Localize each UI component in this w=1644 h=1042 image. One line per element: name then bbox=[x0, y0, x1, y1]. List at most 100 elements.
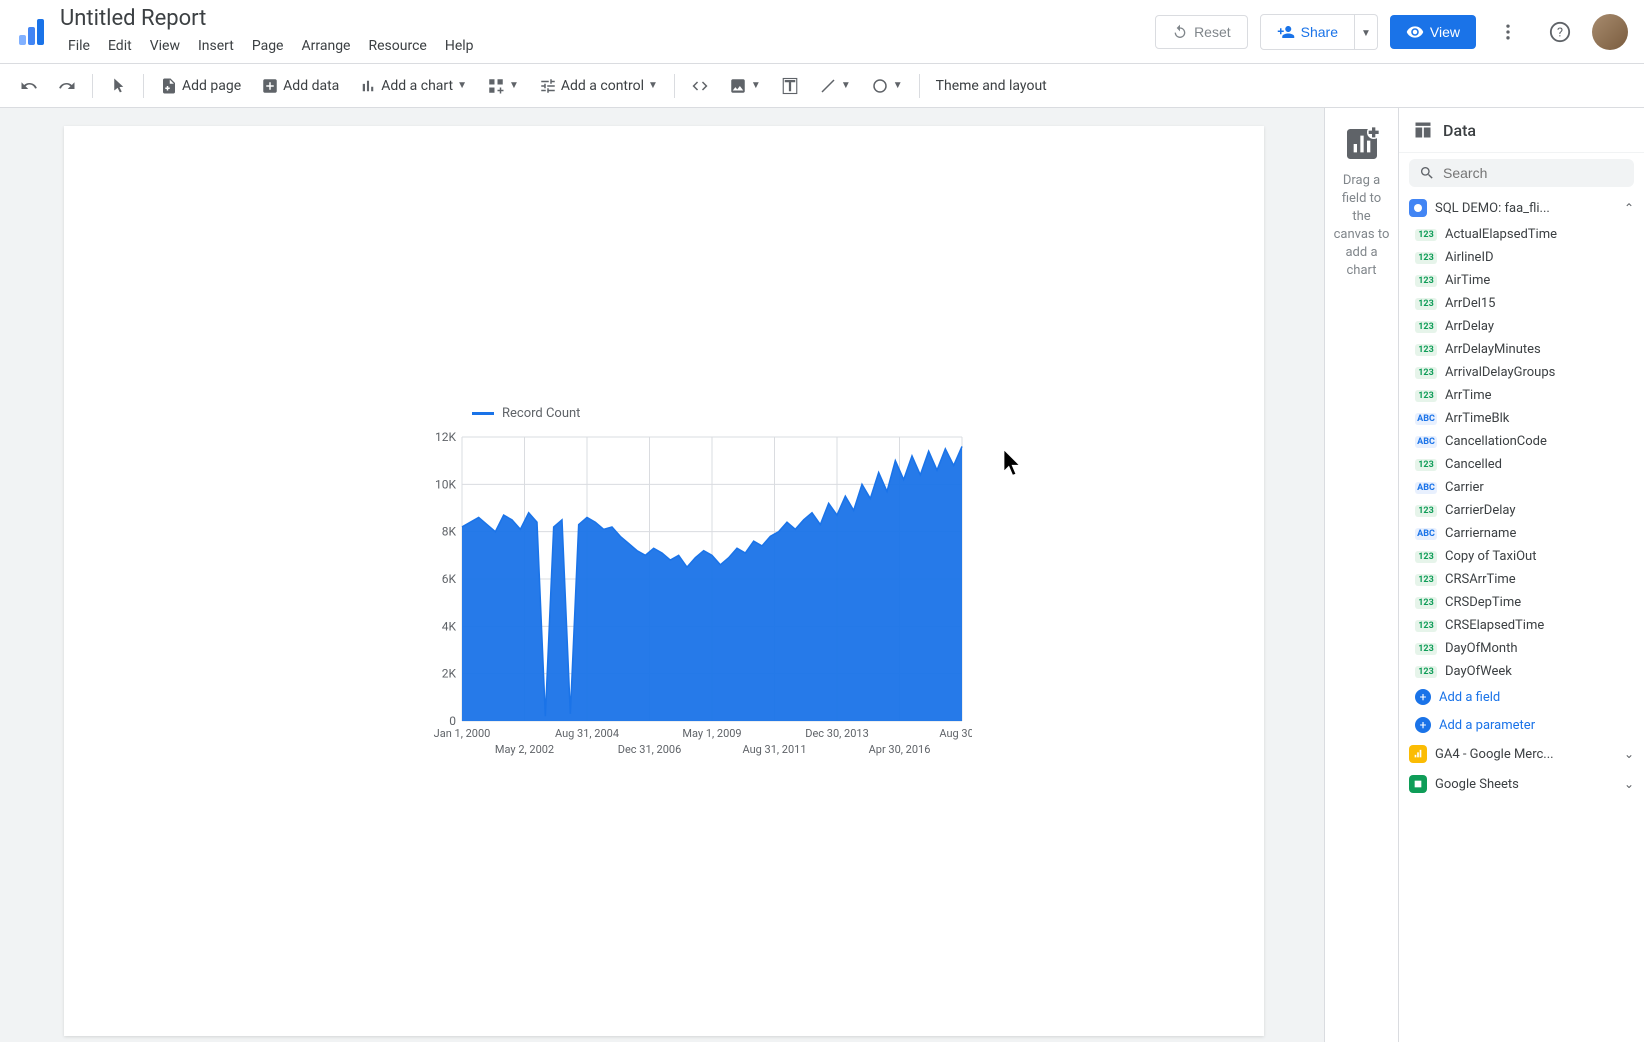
eye-icon bbox=[1406, 23, 1424, 41]
field-item[interactable]: ABC Carrier bbox=[1399, 476, 1644, 499]
field-item[interactable]: 123 DayOfMonth bbox=[1399, 637, 1644, 660]
chevron-down-icon: ▼ bbox=[1361, 28, 1371, 39]
menu-resource[interactable]: Resource bbox=[360, 34, 434, 58]
menu-help[interactable]: Help bbox=[437, 34, 482, 58]
view-button[interactable]: View bbox=[1390, 15, 1476, 49]
field-name: Cancelled bbox=[1445, 457, 1502, 472]
share-dropdown[interactable]: ▼ bbox=[1355, 14, 1378, 50]
image-button[interactable]: ▼ bbox=[721, 71, 769, 101]
field-type-badge: 123 bbox=[1415, 367, 1437, 379]
field-name: Copy of TaxiOut bbox=[1445, 549, 1536, 564]
field-item[interactable]: ABC Carriername bbox=[1399, 522, 1644, 545]
menu-view[interactable]: View bbox=[142, 34, 188, 58]
field-item[interactable]: 123 CRSArrTime bbox=[1399, 568, 1644, 591]
datasource-row[interactable]: GA4 - Google Merc... ⌄ bbox=[1399, 739, 1644, 769]
field-name: CRSArrTime bbox=[1445, 572, 1516, 587]
menu-page[interactable]: Page bbox=[244, 34, 292, 58]
chart-icon bbox=[359, 77, 377, 95]
title-area: Untitled Report File Edit View Insert Pa… bbox=[60, 6, 1155, 58]
undo-button[interactable] bbox=[12, 71, 46, 101]
svg-text:0: 0 bbox=[449, 714, 456, 728]
person-add-icon bbox=[1277, 23, 1295, 41]
text-button[interactable] bbox=[773, 71, 807, 101]
redo-button[interactable] bbox=[50, 71, 84, 101]
field-name: AirTime bbox=[1445, 273, 1490, 288]
selection-tool[interactable] bbox=[101, 71, 135, 101]
svg-text:12K: 12K bbox=[435, 430, 456, 444]
report-canvas[interactable]: Record Count 02K4K6K8K10K12KJan 1, 2000A… bbox=[64, 126, 1264, 1036]
collapse-icon[interactable]: ⌃ bbox=[1624, 201, 1634, 215]
field-item[interactable]: 123 ArrDel15 bbox=[1399, 292, 1644, 315]
field-type-badge: ABC bbox=[1415, 482, 1437, 494]
analytics-icon bbox=[1409, 745, 1427, 763]
reset-button[interactable]: Reset bbox=[1155, 15, 1248, 49]
field-item[interactable]: 123 AirlineID bbox=[1399, 246, 1644, 269]
legend-line-icon bbox=[472, 412, 494, 415]
help-button[interactable]: ? bbox=[1540, 12, 1580, 52]
field-item[interactable]: 123 DayOfWeek bbox=[1399, 660, 1644, 683]
shape-button[interactable]: ▼ bbox=[863, 71, 911, 101]
search-input[interactable] bbox=[1443, 165, 1624, 181]
menu-insert[interactable]: Insert bbox=[190, 34, 242, 58]
field-item[interactable]: ABC ArrTimeBlk bbox=[1399, 407, 1644, 430]
field-item[interactable]: 123 ArrDelay bbox=[1399, 315, 1644, 338]
svg-text:8K: 8K bbox=[442, 525, 457, 539]
reset-label: Reset bbox=[1194, 24, 1231, 40]
embed-button[interactable] bbox=[683, 71, 717, 101]
time-series-chart[interactable]: Record Count 02K4K6K8K10K12KJan 1, 2000A… bbox=[412, 406, 992, 786]
field-item[interactable]: 123 CarrierDelay bbox=[1399, 499, 1644, 522]
drop-hint: Drag a field to the canvas to add a char… bbox=[1333, 172, 1390, 280]
add-field-button[interactable]: +Add a field bbox=[1399, 683, 1644, 711]
field-item[interactable]: 123 ArrTime bbox=[1399, 384, 1644, 407]
chart-drop-zone[interactable]: Drag a field to the canvas to add a char… bbox=[1325, 108, 1399, 1042]
image-icon bbox=[729, 77, 747, 95]
toolbar: Add page Add data Add a chart ▼ ▼ Add a … bbox=[0, 64, 1644, 108]
field-name: CancellationCode bbox=[1445, 434, 1547, 449]
field-item[interactable]: 123 Copy of TaxiOut bbox=[1399, 545, 1644, 568]
add-chart-button[interactable]: Add a chart ▼ bbox=[351, 71, 475, 101]
datasource-row[interactable]: SQL DEMO: faa_fli... ⌃ bbox=[1399, 193, 1644, 223]
field-name: ArrivalDelayGroups bbox=[1445, 365, 1555, 380]
field-item[interactable]: 123 ArrDelayMinutes bbox=[1399, 338, 1644, 361]
field-item[interactable]: 123 CRSElapsedTime bbox=[1399, 614, 1644, 637]
field-item[interactable]: 123 Cancelled bbox=[1399, 453, 1644, 476]
theme-label: Theme and layout bbox=[936, 78, 1047, 94]
share-button[interactable]: Share bbox=[1260, 14, 1355, 50]
legend-label: Record Count bbox=[502, 406, 580, 421]
theme-button[interactable]: Theme and layout bbox=[928, 72, 1055, 100]
user-avatar[interactable] bbox=[1592, 14, 1628, 50]
field-type-badge: 123 bbox=[1415, 620, 1437, 632]
field-item[interactable]: 123 AirTime bbox=[1399, 269, 1644, 292]
add-data-button[interactable]: Add data bbox=[253, 71, 347, 101]
add-control-label: Add a control bbox=[561, 78, 644, 94]
chevron-down-icon: ▼ bbox=[457, 80, 467, 91]
field-item[interactable]: 123 ActualElapsedTime bbox=[1399, 223, 1644, 246]
undo-icon bbox=[1172, 24, 1188, 40]
add-chart-label: Add a chart bbox=[381, 78, 453, 94]
field-type-badge: 123 bbox=[1415, 551, 1437, 563]
canvas-scroll[interactable]: Record Count 02K4K6K8K10K12KJan 1, 2000A… bbox=[0, 108, 1324, 1042]
cursor-icon bbox=[109, 77, 127, 95]
line-button[interactable]: ▼ bbox=[811, 71, 859, 101]
expand-icon[interactable]: ⌄ bbox=[1624, 747, 1634, 761]
field-type-badge: 123 bbox=[1415, 344, 1437, 356]
add-page-button[interactable]: Add page bbox=[152, 71, 249, 101]
menu-edit[interactable]: Edit bbox=[100, 34, 140, 58]
add-param-label: Add a parameter bbox=[1439, 718, 1535, 733]
expand-icon[interactable]: ⌄ bbox=[1624, 777, 1634, 791]
field-search[interactable] bbox=[1409, 159, 1634, 187]
add-parameter-button[interactable]: +Add a parameter bbox=[1399, 711, 1644, 739]
field-item[interactable]: 123 CRSDepTime bbox=[1399, 591, 1644, 614]
add-control-button[interactable]: Add a control ▼ bbox=[531, 71, 666, 101]
undo-icon bbox=[20, 77, 38, 95]
report-title[interactable]: Untitled Report bbox=[60, 6, 1155, 32]
datasource-row[interactable]: Google Sheets ⌄ bbox=[1399, 769, 1644, 799]
field-item[interactable]: ABC CancellationCode bbox=[1399, 430, 1644, 453]
view-label: View bbox=[1430, 24, 1460, 40]
menu-arrange[interactable]: Arrange bbox=[294, 34, 359, 58]
community-viz-button[interactable]: ▼ bbox=[479, 71, 527, 101]
field-item[interactable]: 123 ArrivalDelayGroups bbox=[1399, 361, 1644, 384]
more-button[interactable] bbox=[1488, 12, 1528, 52]
field-type-badge: 123 bbox=[1415, 390, 1437, 402]
menu-file[interactable]: File bbox=[60, 34, 98, 58]
